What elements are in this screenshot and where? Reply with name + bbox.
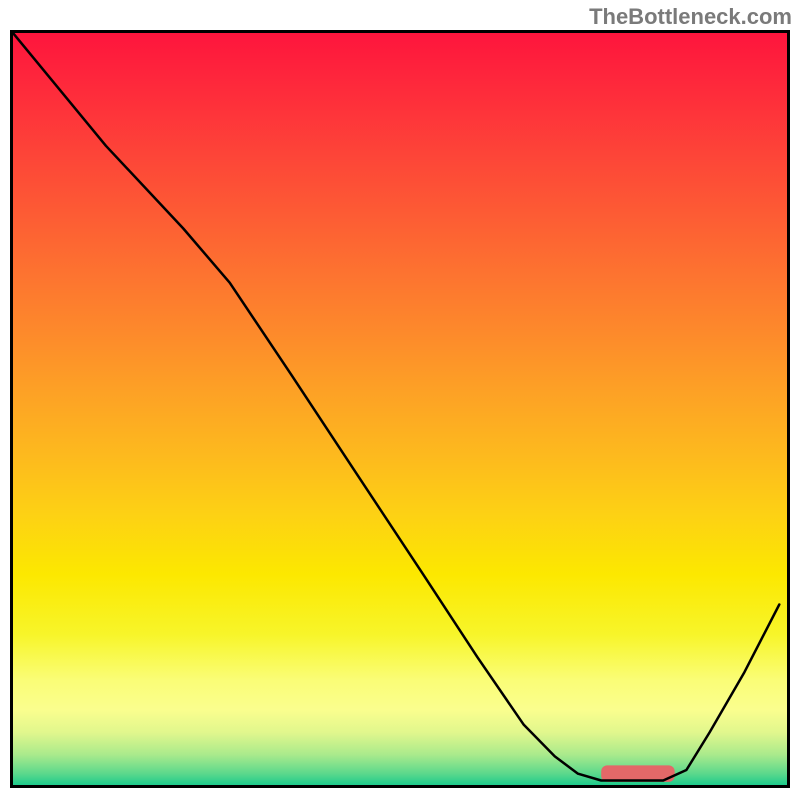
watermark-text: TheBottleneck.com xyxy=(589,4,792,30)
background-gradient xyxy=(13,33,787,785)
chart-box xyxy=(10,30,790,788)
chart-svg xyxy=(13,33,787,785)
canvas: TheBottleneck.com xyxy=(0,0,800,800)
